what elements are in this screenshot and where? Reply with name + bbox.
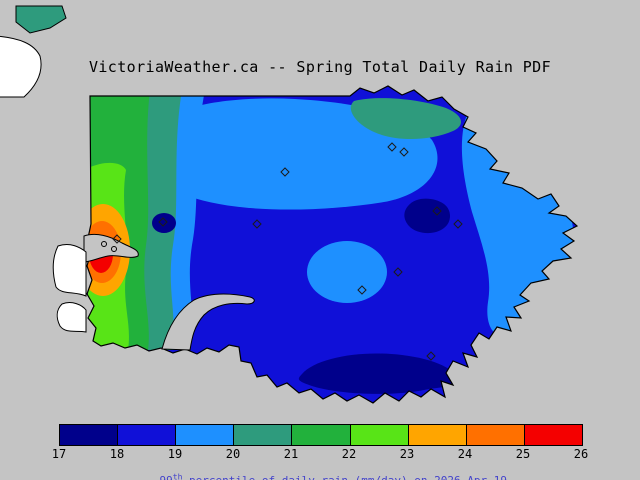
caption-number: 99	[160, 474, 173, 480]
colorbar-tick-label: 18	[109, 447, 125, 461]
contour-19-20-central-pocket	[307, 241, 387, 303]
colorbar-tick-label: 20	[225, 447, 241, 461]
contour-20-21-north-patch	[350, 98, 462, 140]
coastline-outline	[86, 85, 579, 404]
colorbar-caption: 99th percentile of daily rain (mm/day) o…	[0, 461, 640, 480]
mainland-contour-patch	[15, 5, 67, 34]
station-diamond-icon	[112, 234, 122, 244]
colorbar-tick-label: 19	[167, 447, 183, 461]
colorbar-cell	[60, 425, 119, 445]
colorbar-tick-label: 21	[283, 447, 299, 461]
colorbar-cell	[176, 425, 235, 445]
colorbar-cell	[408, 425, 467, 445]
station-diamond-icon	[158, 217, 168, 227]
colorbar	[59, 424, 583, 446]
station-diamond-icon	[453, 219, 463, 229]
station-diamond-icon	[399, 147, 409, 157]
contour-17-18-south-dot	[457, 394, 471, 403]
colorbar-tick-label: 17	[51, 447, 67, 461]
mainland-sea-patch	[0, 35, 42, 98]
colorbar-cell	[234, 425, 293, 445]
colorbar-tick-label: 26	[573, 447, 589, 461]
sea-patch-west-1	[52, 244, 87, 297]
colorbar-tick-label: 23	[399, 447, 415, 461]
peninsula-channel	[161, 293, 255, 351]
contour-17-18-south-band	[298, 353, 460, 394]
colorbar-ticks: 17 18 19 20 21 22 23 24 25 26	[52, 447, 588, 461]
station-markers	[112, 142, 463, 361]
station-diamond-icon	[357, 285, 367, 295]
contour-17-18-ne-pocket	[404, 198, 450, 234]
colorbar-cell	[524, 425, 582, 445]
station-diamond-icon	[387, 142, 397, 152]
colorbar-cell	[350, 425, 409, 445]
colorbar-tick-label: 25	[515, 447, 531, 461]
plot-title: VictoriaWeather.ca -- Spring Total Daily…	[88, 58, 552, 76]
sea-patch-west-2	[56, 302, 87, 333]
station-diamond-icon	[280, 167, 290, 177]
contour-17-18-nw-pocket	[152, 213, 176, 233]
station-diamond-icon	[252, 219, 262, 229]
caption-text: percentile of daily rain (mm/day) on 202…	[182, 474, 507, 480]
colorbar-tick-label: 22	[341, 447, 357, 461]
caption-ordinal: th	[172, 472, 183, 480]
colorbar-tick-label: 24	[457, 447, 473, 461]
station-diamond-icon	[426, 351, 436, 361]
colorbar-cell	[466, 425, 525, 445]
inlet-island-1	[101, 241, 107, 247]
colorbar-cell	[292, 425, 351, 445]
inlet-island-2	[111, 246, 117, 252]
station-diamond-icon	[432, 206, 442, 216]
colorbar-cell	[118, 425, 177, 445]
station-diamond-icon	[393, 267, 403, 277]
